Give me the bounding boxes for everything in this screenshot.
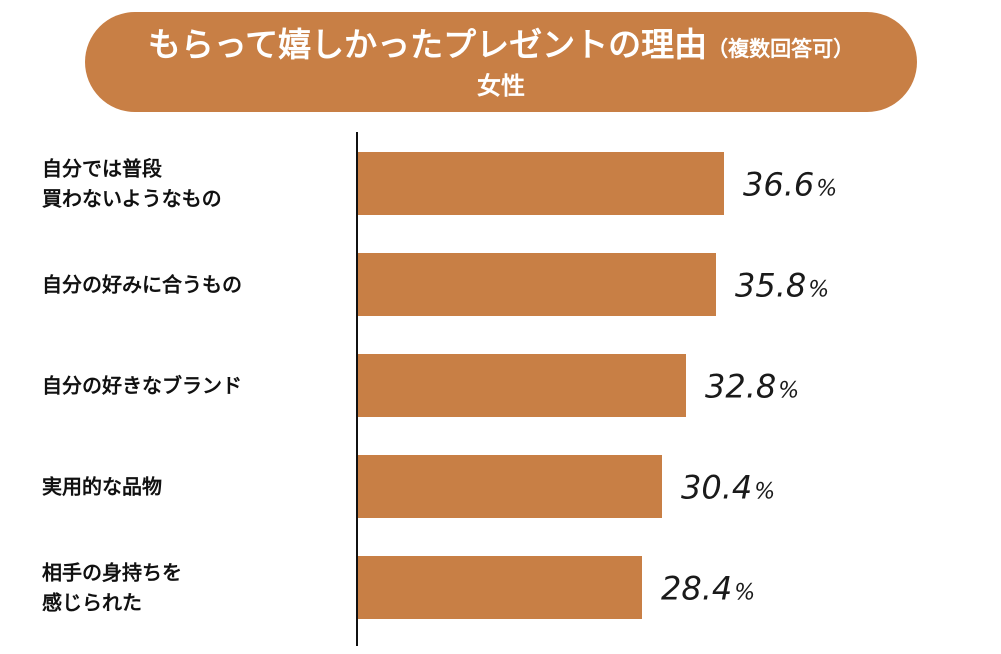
category-label-2: 自分の好みに合うもの [42,273,242,297]
value-label-2: 35.8% [735,267,829,305]
bars-group: 自分では普段買わないようなもの 36.6% 自分の好みに合うもの 35.8% 自分の好き… [42,152,837,619]
value-label-1: 36.6% [743,166,837,204]
category-label-5: 相手の身持ちを感じられた [42,561,182,615]
bar-5 [358,556,642,619]
category-label-3: 自分の好きなブランド [42,374,242,398]
bar-1 [358,152,724,215]
chart-title-banner: もらって嬉しかったプレゼントの理由（複数回答可） 女性 [85,12,917,112]
category-label-1: 自分では普段買わないようなもの [42,157,222,211]
bar-3 [358,354,686,417]
chart-subtitle: 女性 [477,72,525,100]
chart-title: もらって嬉しかったプレゼントの理由（複数回答可） [85,24,917,70]
bar-2 [358,253,716,316]
category-label-4: 実用的な品物 [42,475,162,499]
bar-4 [358,455,662,518]
value-label-4: 30.4% [681,469,775,507]
chart-title-main: もらって嬉しかったプレゼントの理由 [147,25,708,64]
value-label-3: 32.8% [705,368,799,406]
value-label-5: 28.4% [661,570,755,608]
chart-title-note: （複数回答可） [707,37,855,61]
